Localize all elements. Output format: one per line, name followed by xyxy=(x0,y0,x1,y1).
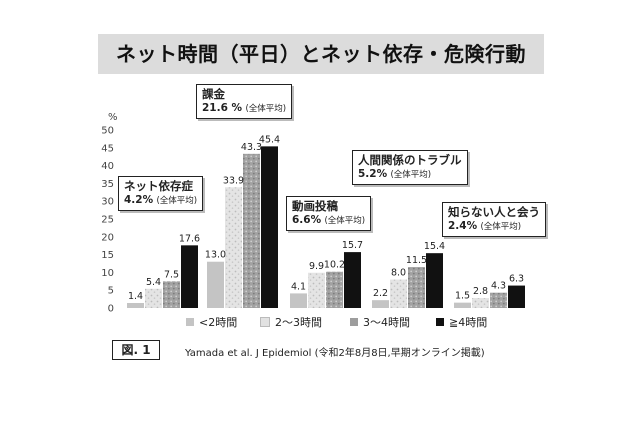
callout-billing: 課金 21.6 % (全体平均) xyxy=(196,84,293,119)
bar xyxy=(163,281,180,308)
bar xyxy=(127,303,144,308)
y-tick-label: 25 xyxy=(101,215,114,226)
bar-value-label: 17.6 xyxy=(179,233,200,244)
callout-avg: (全体平均) xyxy=(324,216,366,226)
callout-value: 21.6 % xyxy=(202,102,243,114)
callout-avg: (全体平均) xyxy=(245,104,287,114)
bar xyxy=(454,302,471,308)
legend-item-3to4: 3～4時間 xyxy=(350,314,410,330)
bar-value-label: 10.2 xyxy=(324,260,345,271)
legend-swatch xyxy=(260,317,270,327)
bar xyxy=(508,285,525,308)
legend-swatch xyxy=(436,318,444,326)
legend-item-2to3: 2～3時間 xyxy=(260,314,322,330)
callout-name: 動画投稿 xyxy=(292,199,338,213)
legend-label: 3～4時間 xyxy=(363,316,410,329)
y-tick-label: 20 xyxy=(101,232,114,243)
legend-label: 2～3時間 xyxy=(275,316,322,329)
callout-video-posting: 動画投稿 6.6% (全体平均) xyxy=(286,196,372,231)
bar-value-label: 6.3 xyxy=(509,274,524,285)
y-unit-label: % xyxy=(108,112,118,123)
y-axis: 0 5 10 15 20 25 30 35 40 45 50% xyxy=(101,112,117,315)
bar-value-label: 11.5 xyxy=(406,255,427,266)
bar xyxy=(290,293,307,308)
title-band xyxy=(98,34,544,74)
callout-avg: (全体平均) xyxy=(156,196,198,206)
bar-value-label: 9.9 xyxy=(309,261,324,272)
y-tick-label: 10 xyxy=(101,268,114,279)
y-tick-label: 40 xyxy=(101,161,114,172)
bar-value-label: 45.4 xyxy=(259,134,280,145)
bar xyxy=(426,253,443,308)
callout-name: 知らない人と会う xyxy=(448,205,540,219)
callout-net-dependence: ネット依存症 4.2% (全体平均) xyxy=(118,176,204,211)
bar-value-label: 4.1 xyxy=(291,281,306,292)
bar xyxy=(308,272,325,308)
bar xyxy=(490,292,507,308)
bar xyxy=(326,271,343,308)
legend-swatch xyxy=(186,318,194,326)
bar xyxy=(181,245,198,308)
y-tick-label: 30 xyxy=(101,197,114,208)
bar-value-label: 15.4 xyxy=(424,241,445,252)
callout-avg: (全体平均) xyxy=(480,222,522,232)
bar xyxy=(390,279,407,308)
bar-value-label: 7.5 xyxy=(164,269,179,280)
bar xyxy=(243,153,260,308)
bar-value-label: 15.7 xyxy=(342,240,363,251)
bar-value-label: 4.3 xyxy=(491,281,506,292)
legend: <2時間 2～3時間 3～4時間 ≧4時間 xyxy=(186,314,516,330)
callout-name: ネット依存症 xyxy=(124,179,193,193)
bar xyxy=(472,298,489,308)
bar xyxy=(408,267,425,308)
legend-item-lt2: <2時間 xyxy=(186,314,237,330)
legend-item-ge4: ≧4時間 xyxy=(436,314,487,330)
bar-value-label: 5.4 xyxy=(146,277,161,288)
callout-name: 人間関係のトラブル xyxy=(358,153,462,167)
bar xyxy=(225,187,242,308)
callout-value: 2.4% xyxy=(448,220,478,232)
value-labels-group: 1.45.47.5 17.6 13.0 33.9 43.345.4 4.19.9 10.2 1… xyxy=(128,134,524,302)
bars-group xyxy=(127,146,525,308)
y-tick-label: 35 xyxy=(101,179,114,190)
bar-value-label: 8.0 xyxy=(391,268,406,279)
bar xyxy=(207,261,224,308)
callout-meet-strangers: 知らない人と会う 2.4% (全体平均) xyxy=(442,202,546,237)
y-tick-label: 15 xyxy=(101,250,114,261)
legend-label: ≧4時間 xyxy=(449,316,488,329)
callout-value: 4.2% xyxy=(124,194,154,206)
y-tick-label: 0 xyxy=(108,304,114,315)
figure-label: 図. 1 xyxy=(112,340,160,360)
bar-value-label: 1.4 xyxy=(128,291,143,302)
bar-value-label: 33.9 xyxy=(223,175,244,186)
bar xyxy=(372,300,389,308)
bar-value-label: 13.0 xyxy=(205,250,226,261)
callout-name: 課金 xyxy=(202,87,225,101)
bar-value-label: 2.8 xyxy=(473,286,488,297)
y-tick-label: 50 xyxy=(101,126,114,137)
bar-value-label: 1.5 xyxy=(455,291,470,302)
y-tick-label: 45 xyxy=(101,143,114,154)
legend-swatch xyxy=(350,318,358,326)
bar xyxy=(261,146,278,308)
chart-title: ネット時間（平日）とネット依存・危険行動 xyxy=(116,42,526,66)
legend-label: <2時間 xyxy=(199,316,238,329)
bar-value-label: 2.2 xyxy=(373,288,388,299)
bar-value-label: 43.3 xyxy=(241,142,262,153)
bar xyxy=(145,288,162,308)
citation: Yamada et al. J Epidemiol (令和2年8月8日,早期オン… xyxy=(185,348,485,359)
callout-value: 5.2% xyxy=(358,168,388,180)
callout-value: 6.6% xyxy=(292,214,322,226)
callout-avg: (全体平均) xyxy=(390,170,432,180)
callout-relationship-trouble: 人間関係のトラブル 5.2% (全体平均) xyxy=(352,150,468,185)
y-tick-label: 5 xyxy=(108,286,114,297)
bar xyxy=(344,252,361,308)
